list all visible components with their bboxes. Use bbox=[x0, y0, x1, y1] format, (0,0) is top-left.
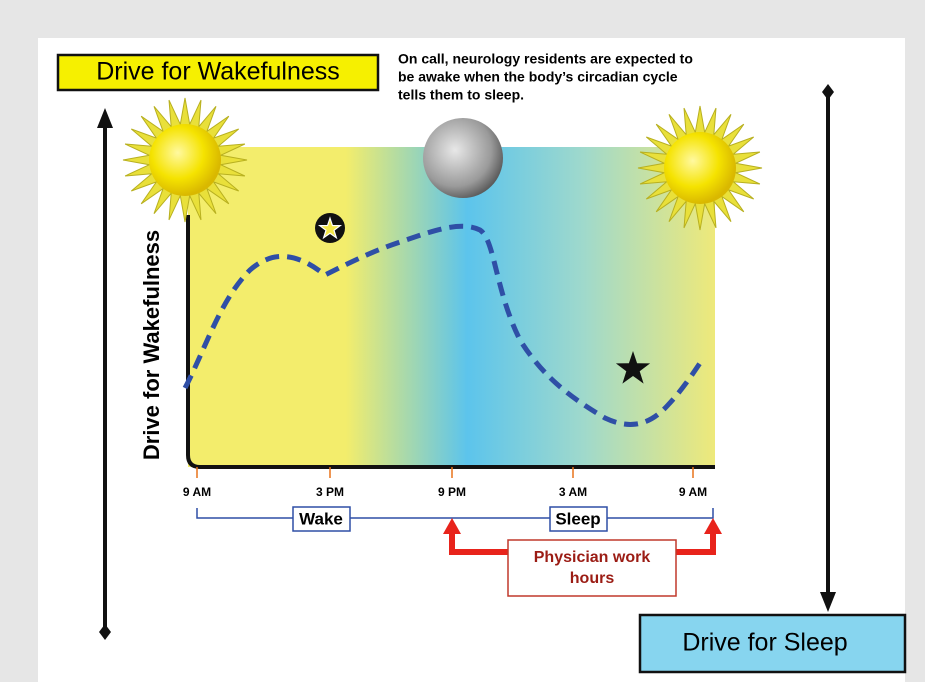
period-label: Sleep bbox=[555, 509, 600, 528]
wake-box-label: Drive for Wakefulness bbox=[96, 58, 340, 86]
annotation-line: be awake when the body’s circadian cycle bbox=[398, 69, 678, 85]
moon bbox=[423, 118, 503, 198]
annotation-line: On call, neurology residents are expecte… bbox=[398, 51, 693, 67]
x-tick-label: 3 AM bbox=[559, 485, 587, 499]
period-label: Wake bbox=[299, 509, 343, 528]
diagram: Drive for Wakefulness On call, neurology… bbox=[0, 0, 925, 682]
work-hours-label: hours bbox=[570, 570, 615, 587]
x-tick-label: 9 AM bbox=[183, 485, 211, 499]
x-tick-label: 3 PM bbox=[316, 485, 344, 499]
work-hours-label: Physician work bbox=[534, 549, 651, 566]
sun bbox=[664, 132, 736, 204]
sun bbox=[149, 124, 221, 196]
annotation-line: tells them to sleep. bbox=[398, 87, 524, 103]
x-tick-label: 9 PM bbox=[438, 485, 466, 499]
y-axis-label: Drive for Wakefulness bbox=[139, 230, 164, 460]
sleep-box-label: Drive for Sleep bbox=[682, 629, 847, 657]
x-tick-label: 9 AM bbox=[679, 485, 707, 499]
